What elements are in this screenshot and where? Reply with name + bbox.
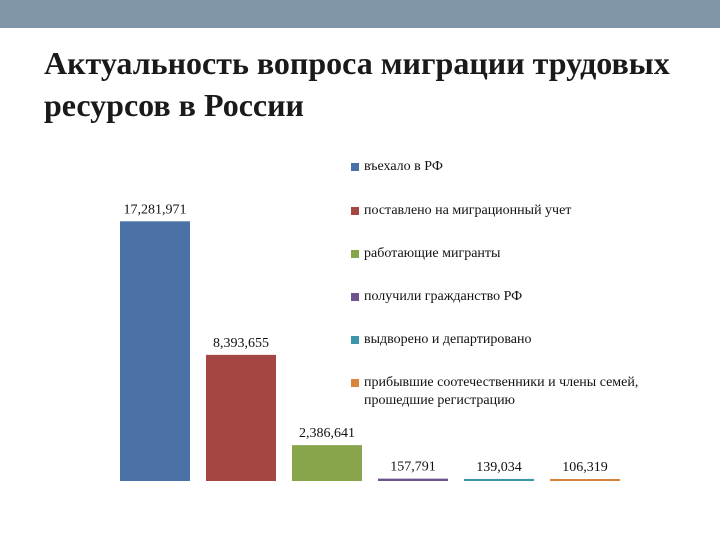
legend-label-5: выдворено и департировано [364,332,532,347]
bar-3 [292,445,362,481]
legend-label-6: прибывшие соотечественники и члены семей… [364,375,639,408]
top-bar [0,0,720,28]
bar-5 [464,478,534,481]
bar-1 [120,221,190,482]
legend-label-4: получили гражданство РФ [364,289,523,304]
bar-2 [206,354,276,481]
legend-label-1: въехало в РФ [364,159,443,174]
slide-title: Актуальность вопроса миграции трудовых р… [44,45,670,123]
legend-item-2: поставлено на миграционный учет [351,202,681,220]
bar-6 [550,479,620,481]
bar-value-label-3: 2,386,641 [299,426,355,441]
legend-item-6: прибывшие соотечественники и члены семей… [351,374,681,410]
legend-label-2: поставлено на миграционный учет [364,203,572,218]
legend-swatch-3 [351,250,359,258]
legend-swatch-1 [351,163,359,171]
legend-swatch-4 [351,293,359,301]
legend-swatch-6 [351,379,359,387]
legend-item-5: выдворено и департировано [351,331,681,349]
bar-value-label-2: 8,393,655 [213,336,269,351]
bar-4 [378,478,448,481]
bar-value-label-6: 106,319 [562,460,608,475]
legend-item-4: получили гражданство РФ [351,288,681,306]
bar-value-label-4: 157,791 [390,460,436,475]
bar-value-label-1: 17,281,971 [124,202,187,217]
legend-item-1: въехало в РФ [351,158,681,176]
bar-value-label-5: 139,034 [476,460,522,475]
legend-swatch-2 [351,207,359,215]
legend-label-3: работающие мигранты [364,246,501,261]
legend-item-3: работающие мигранты [351,245,681,263]
legend-swatch-5 [351,336,359,344]
